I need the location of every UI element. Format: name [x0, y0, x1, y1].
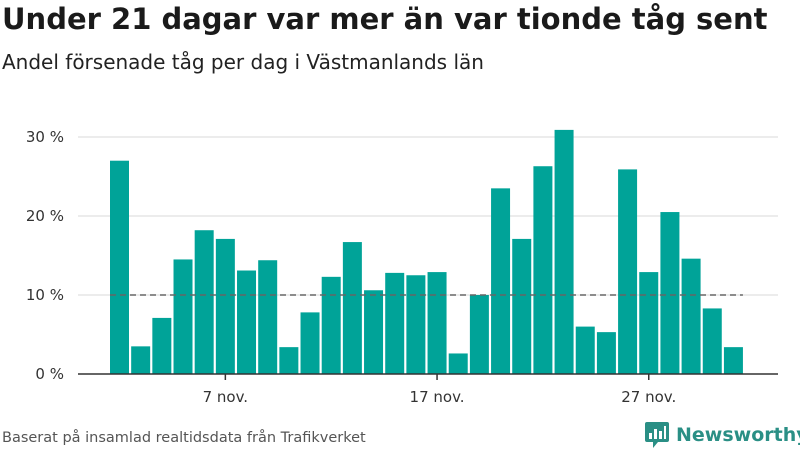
bar [194, 230, 214, 374]
source-note: Baserat på insamlad realtidsdata från Tr… [2, 430, 366, 446]
bar [533, 166, 553, 374]
bar [173, 259, 193, 374]
y-tick-label: 0 % [35, 365, 64, 383]
bar [364, 290, 384, 374]
bar [702, 308, 722, 374]
bar [469, 295, 489, 374]
chart-subtitle: Andel försenade tåg per dag i Västmanlan… [2, 50, 484, 74]
bar [152, 317, 172, 374]
newsworthy-logo-icon [645, 422, 669, 448]
x-axis: 7 nov. 17 nov. 27 nov. [78, 373, 778, 406]
chart-title: Under 21 dagar var mer än var tionde tåg… [2, 2, 768, 36]
bar [554, 129, 574, 374]
bar [575, 326, 595, 374]
y-tick-label: 30 % [26, 128, 64, 146]
bar [215, 238, 235, 374]
bar [300, 312, 320, 374]
brand-name: Newsworthy [676, 424, 800, 446]
bar [512, 238, 532, 374]
x-tick-label: 17 nov. [410, 388, 465, 406]
bars [110, 129, 743, 374]
bar [321, 276, 341, 374]
y-tick-label: 10 % [26, 286, 64, 304]
bar [596, 332, 616, 374]
y-tick-label: 20 % [26, 207, 64, 225]
bar [448, 353, 468, 374]
bar-chart: 0 % 10 % 20 % 30 % 7 nov. 17 nov. 27 nov. [26, 128, 778, 406]
bar [660, 212, 680, 374]
bar [639, 272, 659, 374]
bar [427, 272, 447, 374]
bar [342, 242, 362, 374]
bar [385, 272, 405, 374]
bar [131, 346, 151, 374]
brand-logo[interactable]: Newsworthy [644, 420, 800, 450]
bar [237, 270, 257, 374]
x-tick-label: 7 nov. [203, 388, 248, 406]
x-tick-label: 27 nov. [621, 388, 676, 406]
bar [406, 275, 426, 374]
bar [110, 160, 129, 374]
bar [491, 188, 511, 374]
bar [618, 169, 638, 374]
bar [279, 347, 299, 374]
bar [681, 258, 701, 374]
bar [258, 260, 278, 374]
y-axis-ticks: 0 % 10 % 20 % 30 % [26, 128, 64, 383]
bar [723, 347, 743, 374]
